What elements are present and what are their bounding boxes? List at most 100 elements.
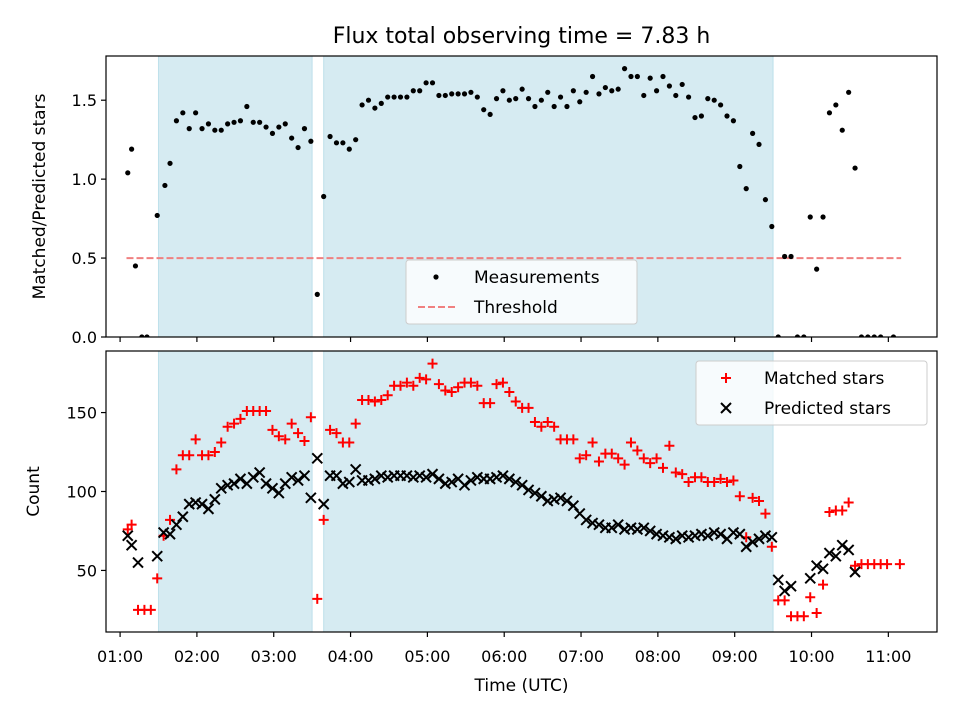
data-point: [882, 559, 893, 570]
data-point: [295, 144, 301, 151]
data-point: [696, 472, 707, 483]
data-point: [330, 470, 343, 482]
data-point: [145, 604, 156, 615]
data-point: [173, 118, 180, 124]
data-point: [468, 89, 474, 95]
figure-title: Flux total observing time = 7.83 h: [333, 24, 711, 49]
data-point: [266, 482, 279, 495]
data-point: [593, 456, 604, 467]
data-point: [775, 334, 781, 337]
data-point: [567, 500, 580, 512]
data-point: [836, 539, 848, 551]
data-point: [766, 541, 777, 552]
data-point: [122, 529, 134, 542]
data-point: [666, 83, 672, 89]
observing-window-1: [157, 55, 313, 338]
y-tick-label: 150: [66, 404, 97, 423]
data-point: [894, 559, 905, 570]
data-point: [421, 374, 432, 385]
data-marks: [125, 66, 897, 337]
legend: Measurements Threshold: [405, 259, 638, 325]
data-point: [234, 473, 247, 485]
data-point: [849, 566, 861, 578]
data-point: [510, 476, 522, 488]
data-point: [830, 550, 842, 562]
data-point: [289, 135, 295, 141]
data-point: [216, 437, 227, 448]
data-point: [267, 424, 278, 435]
data-point: [651, 453, 662, 464]
data-point: [273, 487, 285, 499]
data-point: [151, 550, 163, 562]
data-point: [449, 91, 455, 97]
data-point: [299, 435, 310, 446]
data-point: [641, 92, 647, 99]
legend-box: [695, 360, 928, 426]
data-point: [619, 459, 630, 470]
data-point: [820, 214, 826, 220]
y-tick-label: 1.0: [72, 170, 97, 189]
data-point: [577, 99, 583, 105]
data-point: [602, 84, 608, 91]
data-point: [510, 396, 521, 407]
data-point: [385, 94, 391, 100]
data-point: [523, 402, 534, 413]
data-point: [244, 103, 250, 110]
data-point: [472, 380, 483, 391]
data-point: [497, 470, 509, 482]
data-point: [525, 96, 532, 102]
data-point: [715, 473, 726, 484]
data-point: [503, 473, 516, 485]
data-point: [606, 448, 617, 459]
data-point: [199, 126, 205, 132]
data-point: [581, 450, 592, 461]
data-point: [474, 94, 480, 100]
data-point: [397, 94, 404, 100]
data-point: [613, 453, 624, 464]
data-point: [331, 428, 342, 439]
data-point: [340, 140, 346, 146]
data-point: [766, 531, 778, 543]
data-point: [628, 73, 634, 80]
data-point: [369, 473, 381, 485]
data-point: [580, 514, 592, 526]
data-point: [842, 544, 855, 556]
data-point: [538, 97, 544, 103]
data-point: [504, 387, 515, 398]
data-point: [794, 334, 801, 337]
data-point: [811, 608, 822, 619]
data-point: [276, 124, 282, 130]
data-point: [497, 377, 508, 388]
data-point: [378, 100, 384, 106]
data-point: [446, 476, 458, 488]
data-point: [222, 421, 233, 432]
data-point: [344, 437, 355, 448]
data-point: [587, 437, 598, 448]
data-point: [308, 138, 314, 144]
data-point: [817, 563, 829, 575]
y-tick-label: 1.5: [72, 91, 97, 110]
data-point: [664, 440, 675, 451]
data-point: [132, 556, 144, 569]
data-point: [321, 193, 327, 200]
data-point: [346, 146, 352, 152]
data-point: [772, 574, 784, 586]
count-panel: 50 100 150 01:00 02:00 03:00 04:00 05:00 06:00 07…: [24, 350, 938, 696]
data-point: [318, 514, 329, 525]
data-point: [750, 130, 756, 136]
data-point: [638, 522, 650, 534]
data-point: [458, 479, 471, 491]
data-point: [349, 463, 362, 476]
data-point: [722, 477, 733, 488]
data-point: [535, 490, 548, 502]
data-point: [705, 96, 711, 102]
data-point: [810, 559, 823, 572]
data-point: [561, 495, 573, 507]
data-point: [231, 119, 237, 125]
data-point: [529, 417, 540, 428]
data-point: [685, 94, 692, 100]
data-point: [162, 182, 168, 189]
data-point: [382, 390, 393, 401]
data-point: [609, 88, 615, 94]
y-tick-label: 100: [66, 483, 97, 502]
